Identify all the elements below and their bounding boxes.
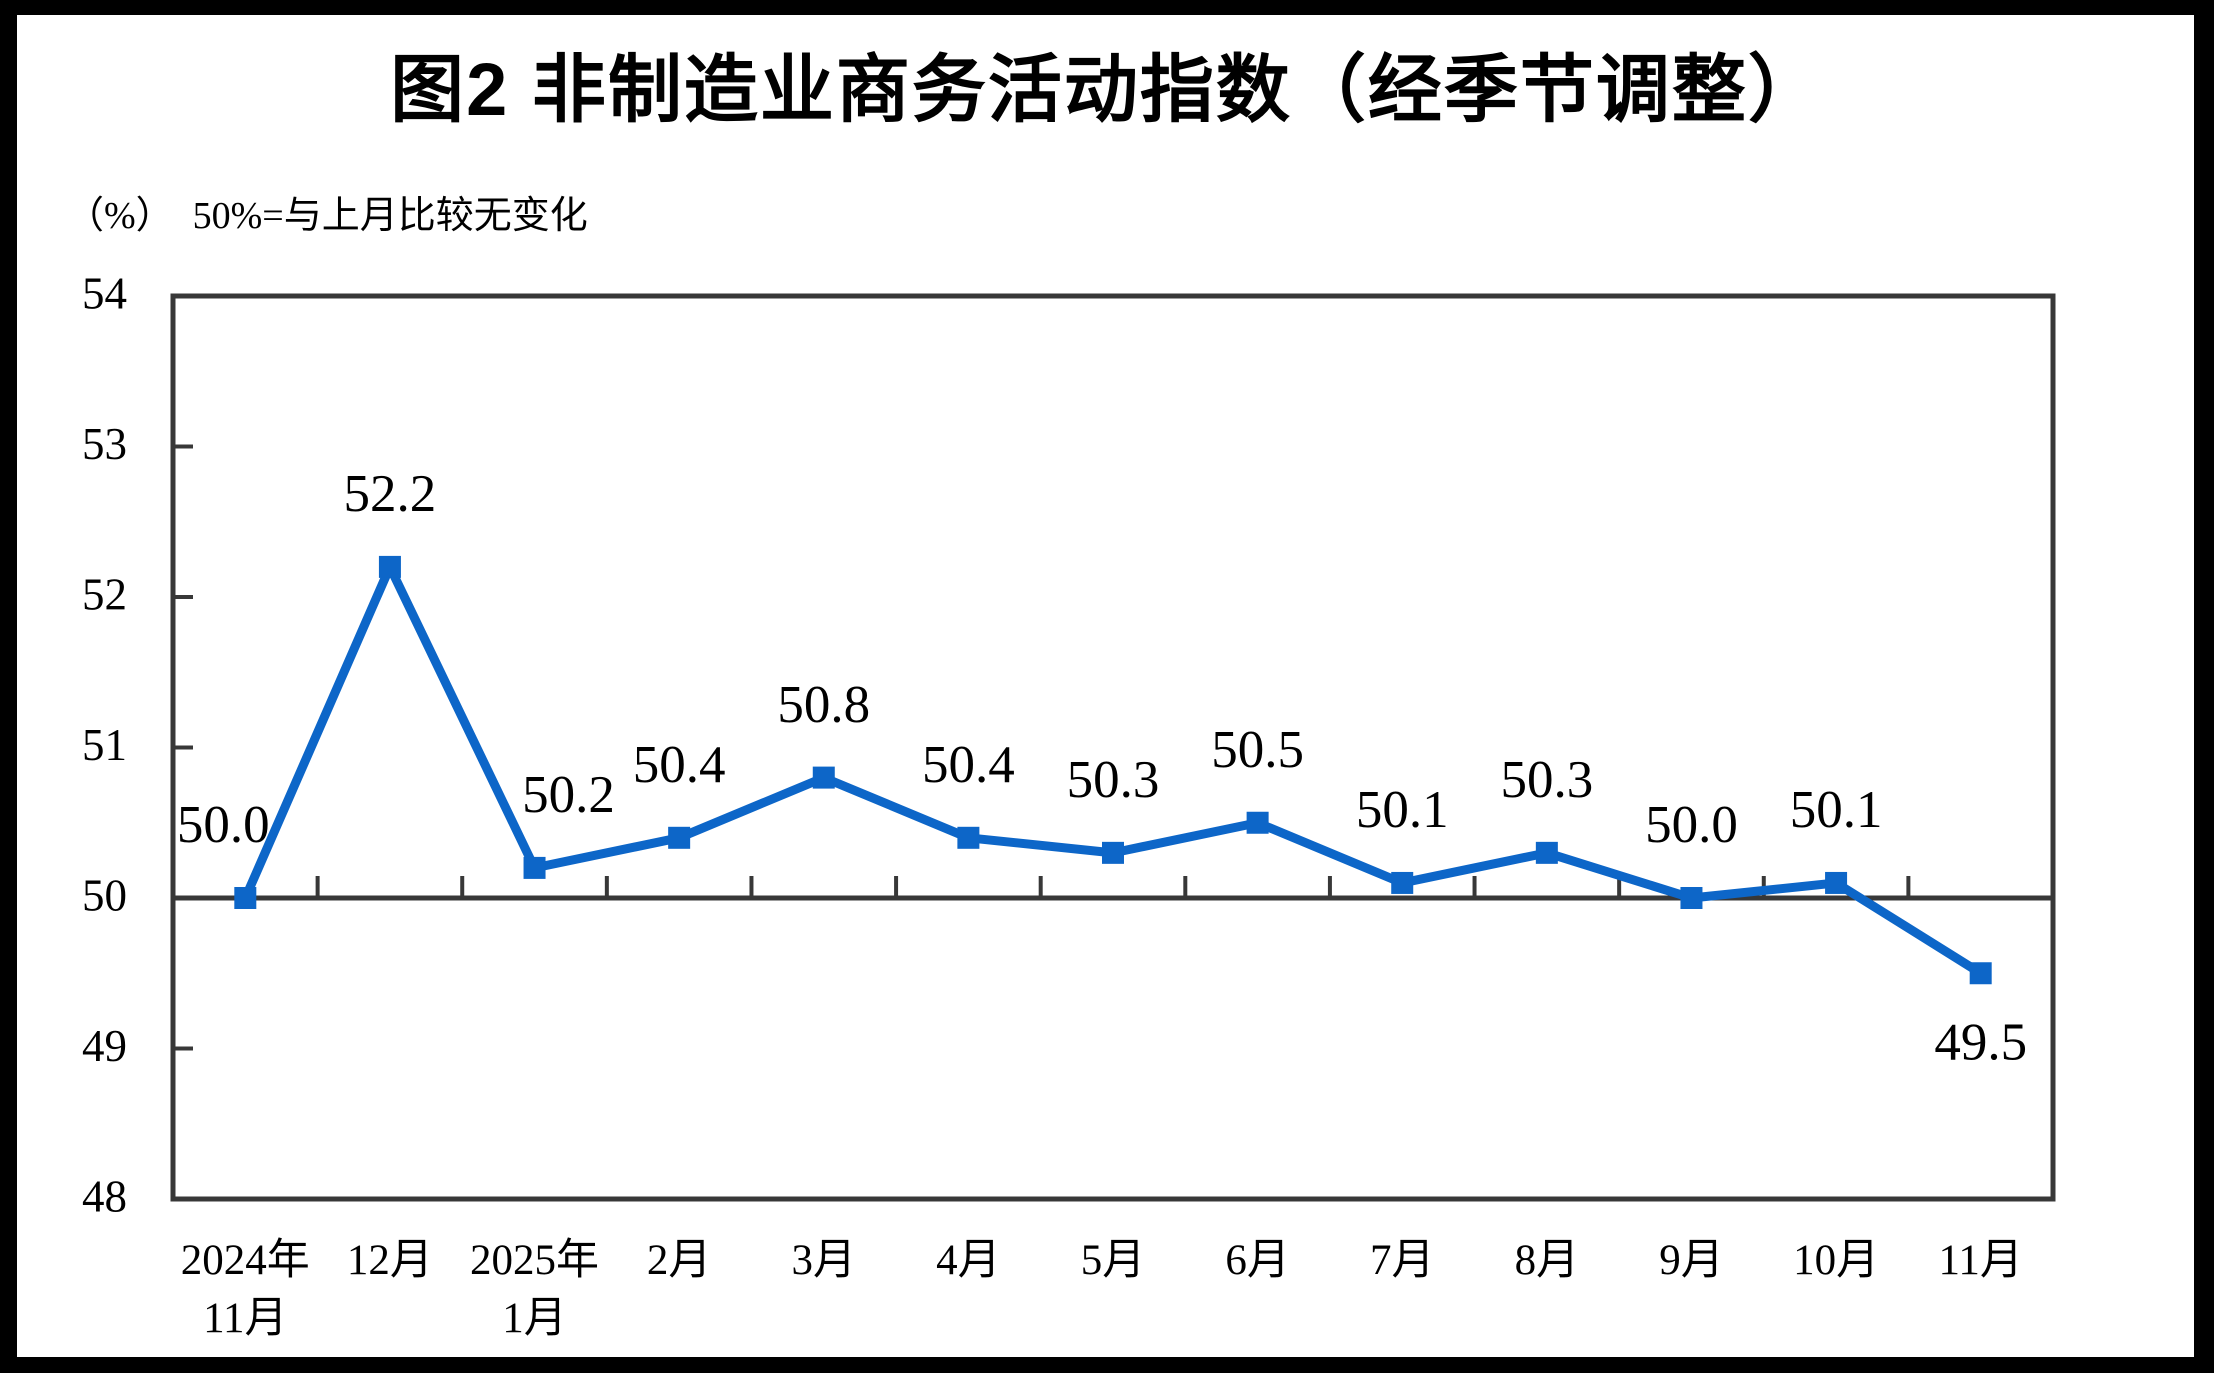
data-point-marker xyxy=(1535,841,1558,864)
y-axis-tick-label: 52 xyxy=(82,569,127,619)
data-point-marker xyxy=(668,826,691,849)
data-point-marker xyxy=(523,856,546,879)
data-label: 50.4 xyxy=(633,736,726,794)
x-axis-label: 2025年 xyxy=(470,1237,599,1284)
data-point-marker xyxy=(1246,811,1269,834)
x-axis-label: 11月 xyxy=(203,1295,287,1342)
data-label: 50.0 xyxy=(177,796,270,854)
data-point-marker xyxy=(957,826,980,849)
x-axis-label: 12月 xyxy=(347,1237,433,1284)
data-point-marker xyxy=(1391,871,1414,894)
data-label: 52.2 xyxy=(344,465,437,523)
x-axis-label: 8月 xyxy=(1515,1237,1580,1284)
x-axis-label: 11月 xyxy=(1938,1237,2022,1284)
x-axis-label: 2月 xyxy=(647,1237,712,1284)
y-axis-tick-label: 50 xyxy=(82,870,127,920)
y-axis-tick-label: 49 xyxy=(82,1021,127,1071)
data-label: 50.8 xyxy=(777,676,870,734)
data-label: 49.5 xyxy=(1934,1013,2027,1071)
x-axis-label: 7月 xyxy=(1370,1237,1435,1284)
data-point-marker xyxy=(1680,887,1703,909)
chart-title: 图2 非制造业商务活动指数（经季节调整） xyxy=(390,48,1824,131)
data-label: 50.2 xyxy=(522,766,615,824)
data-label: 50.3 xyxy=(1067,751,1160,809)
data-label: 50.3 xyxy=(1500,751,1593,809)
y-axis-tick-label: 51 xyxy=(82,720,127,770)
x-axis-label: 10月 xyxy=(1793,1237,1879,1284)
data-point-marker xyxy=(1102,841,1124,864)
data-point-marker xyxy=(812,766,835,789)
axis-unit-note: （%） 50%=与上月比较无变化 xyxy=(66,195,588,237)
data-label: 50.1 xyxy=(1356,781,1449,839)
x-axis-label: 1月 xyxy=(502,1295,567,1342)
x-axis-label: 6月 xyxy=(1225,1237,1290,1284)
data-point-marker xyxy=(1969,962,1992,985)
y-axis-tick-label: 53 xyxy=(82,419,127,469)
x-axis-label: 9月 xyxy=(1659,1237,1724,1284)
plot-area-border xyxy=(170,293,2056,1202)
data-label: 50.5 xyxy=(1211,721,1304,779)
data-label: 50.1 xyxy=(1790,781,1883,839)
x-axis-label: 3月 xyxy=(792,1237,857,1284)
y-axis-tick-label: 54 xyxy=(82,268,127,318)
x-axis-label: 5月 xyxy=(1081,1237,1146,1284)
data-point-marker xyxy=(1825,871,1848,894)
data-point-marker xyxy=(234,887,257,909)
x-axis-label: 2024年 xyxy=(181,1237,310,1284)
data-label: 50.4 xyxy=(922,736,1015,794)
data-point-marker xyxy=(378,555,401,578)
y-axis-tick-label: 48 xyxy=(82,1171,127,1221)
x-axis-label: 4月 xyxy=(936,1237,1001,1284)
data-label: 50.0 xyxy=(1645,796,1738,854)
